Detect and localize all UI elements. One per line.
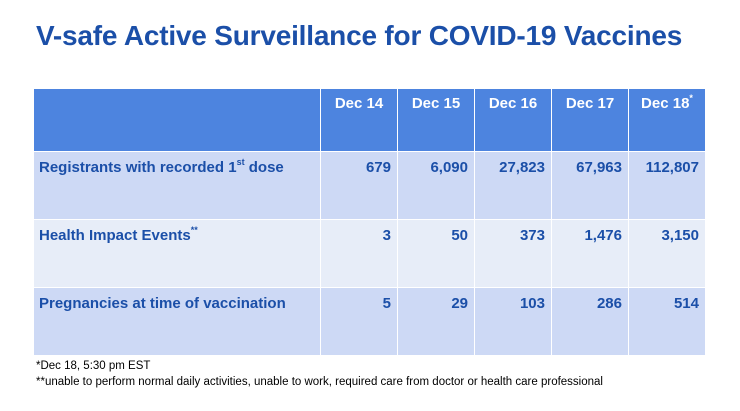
table-cell: 27,823 [474, 151, 552, 220]
row-label: Registrants with recorded 1st dose [33, 151, 321, 220]
table-header-row: Dec 14 Dec 15 Dec 16 Dec 17 Dec 18* [33, 88, 706, 152]
table-row: Health Impact Events** 3 50 373 1,476 3,… [33, 219, 706, 288]
table-cell: 514 [628, 287, 706, 356]
column-header: Dec 16 [474, 88, 552, 152]
table-cell: 103 [474, 287, 552, 356]
page-title: V-safe Active Surveillance for COVID-19 … [36, 20, 683, 51]
table-cell: 679 [320, 151, 398, 220]
table-cell: 3 [320, 219, 398, 288]
table-cell: 286 [551, 287, 629, 356]
table-cell: 373 [474, 219, 552, 288]
surveillance-table: Dec 14 Dec 15 Dec 16 Dec 17 Dec 18* Regi… [33, 88, 706, 356]
table-row: Registrants with recorded 1st dose 679 6… [33, 151, 706, 220]
column-header: Dec 18* [628, 88, 706, 152]
footnote: **unable to perform normal daily activit… [36, 376, 603, 388]
table-cell: 50 [397, 219, 475, 288]
table-cell: 5 [320, 287, 398, 356]
table-cell: 112,807 [628, 151, 706, 220]
column-header: Dec 15 [397, 88, 475, 152]
table-cell: 29 [397, 287, 475, 356]
table-cell: 3,150 [628, 219, 706, 288]
table-cell: 1,476 [551, 219, 629, 288]
column-header: Dec 14 [320, 88, 398, 152]
footnotes: *Dec 18, 5:30 pm EST **unable to perform… [36, 358, 603, 390]
table-row: Pregnancies at time of vaccination 5 29 … [33, 287, 706, 356]
table-cell: 67,963 [551, 151, 629, 220]
table-cell: 6,090 [397, 151, 475, 220]
footnote: *Dec 18, 5:30 pm EST [36, 360, 151, 372]
row-label: Health Impact Events** [33, 219, 321, 288]
column-footnote-marker: * [689, 93, 693, 103]
row-label: Pregnancies at time of vaccination [33, 287, 321, 356]
column-header: Dec 17 [551, 88, 629, 152]
table-corner-cell [33, 88, 321, 152]
